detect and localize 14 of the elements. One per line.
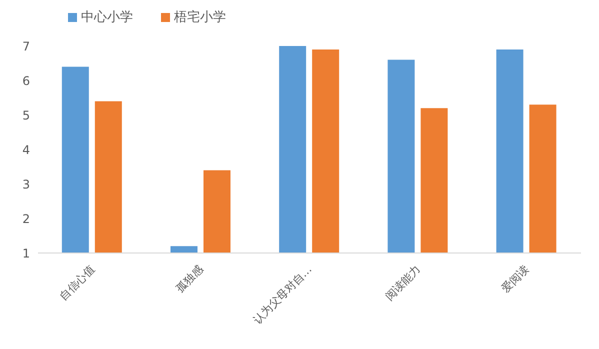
- y-tick-label: 2: [22, 212, 30, 226]
- y-tick-label: 3: [22, 177, 30, 192]
- y-tick-label: 1: [22, 246, 30, 260]
- legend-label: 中心小学: [81, 10, 133, 25]
- y-tick-label: 5: [22, 108, 30, 122]
- x-tick-label: 爱阅读: [499, 262, 532, 296]
- y-tick-label: 7: [22, 39, 30, 54]
- y-tick-label: 4: [22, 142, 30, 157]
- x-tick-label: 阅读能力: [382, 262, 424, 304]
- x-tick-label: 自信心值: [56, 262, 98, 304]
- x-tick-label: 孤独感: [173, 262, 206, 296]
- legend-label: 梧宅小学: [174, 10, 226, 25]
- x-tick-label: 认为父母对自…: [250, 262, 314, 326]
- y-tick-label: 6: [22, 74, 30, 88]
